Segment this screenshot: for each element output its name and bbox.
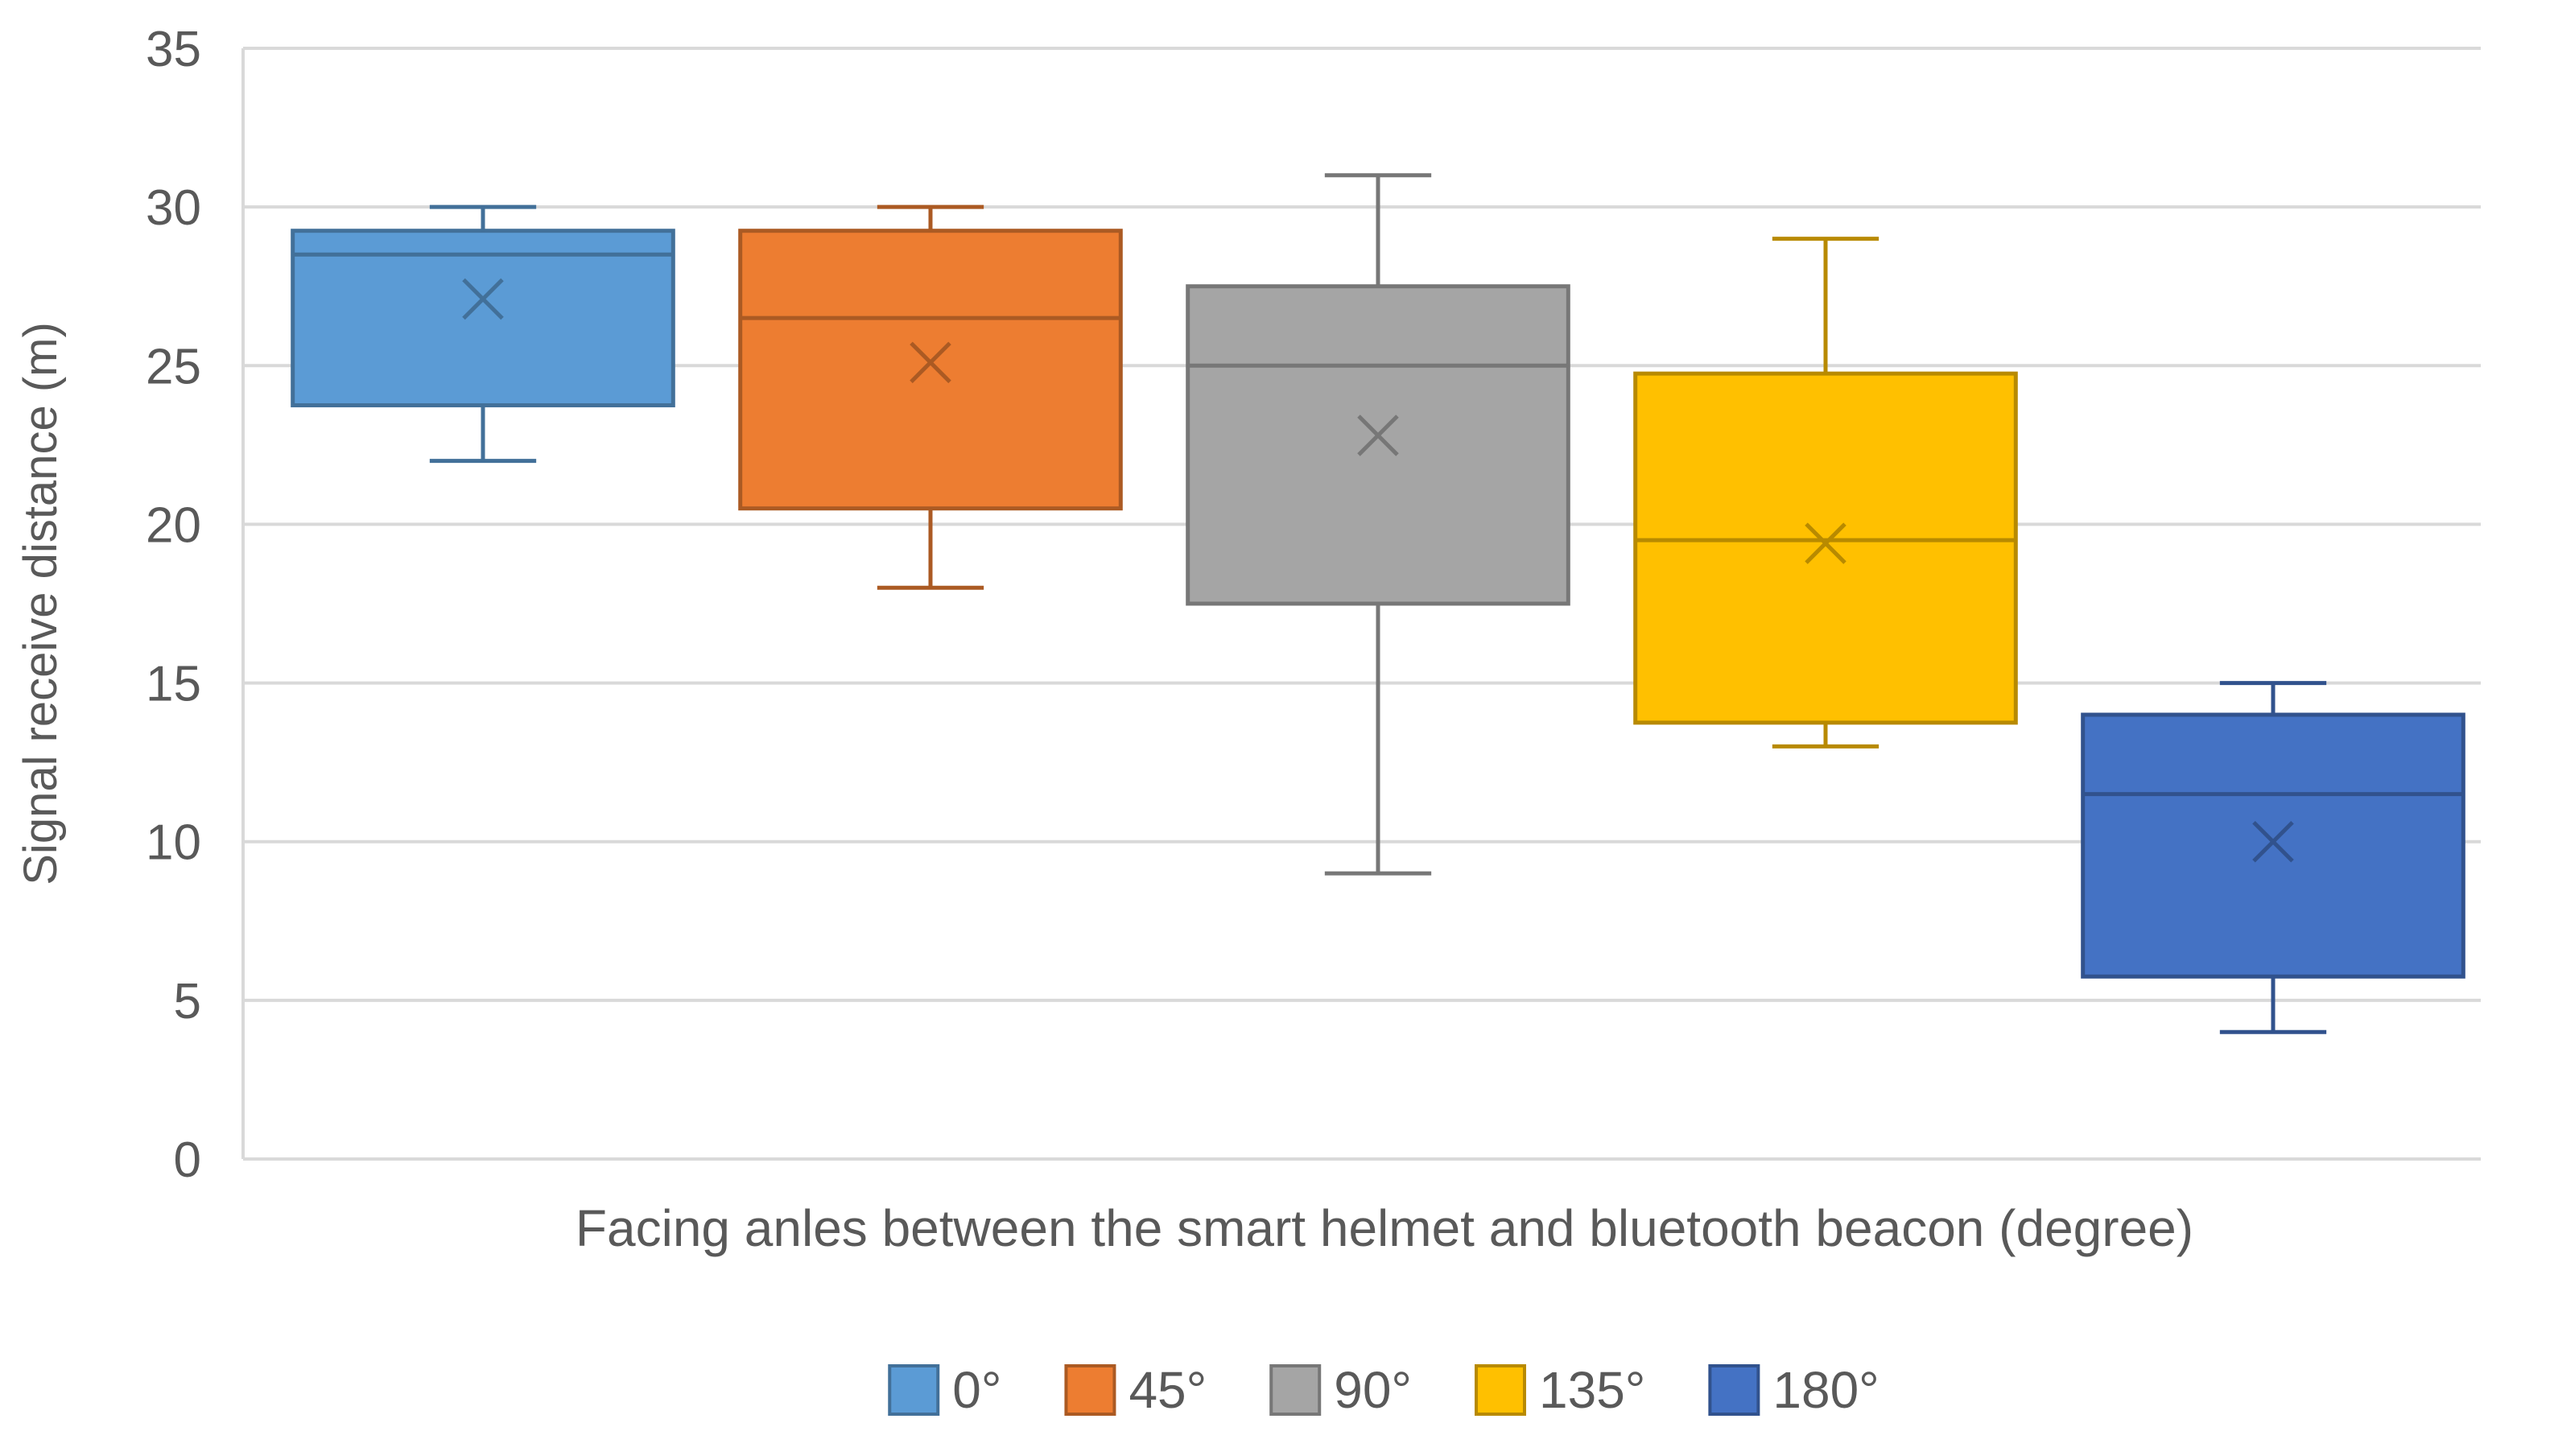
box-5	[2081, 681, 2465, 1034]
iqr-box	[2081, 712, 2465, 979]
box-4	[1633, 237, 2018, 749]
boxes	[291, 173, 2465, 1034]
y-tick-label-15: 15	[146, 657, 201, 712]
mean-marker-b	[1805, 522, 1846, 564]
y-tick-label-25: 25	[146, 339, 201, 394]
y-tick-label-30: 30	[146, 180, 201, 236]
y-tick-label-0: 0	[174, 1132, 201, 1188]
iqr-box	[1186, 284, 1570, 606]
legend-swatch	[1269, 1364, 1322, 1416]
box-2	[738, 204, 1123, 590]
legend-label: 0°	[952, 1361, 1001, 1419]
y-tick-label-10: 10	[146, 815, 201, 871]
legend-swatch	[888, 1364, 940, 1416]
legend-item-5: 180°	[1708, 1361, 1879, 1419]
box-1	[291, 204, 675, 464]
axes: 0 5 10 15 20 25 30 35	[146, 22, 2481, 1188]
y-tick-label-5: 5	[174, 974, 201, 1029]
legend-label: 180°	[1772, 1361, 1879, 1419]
legend-item-2: 45°	[1064, 1361, 1207, 1419]
iqr-box	[291, 229, 675, 408]
mean-marker-b	[2252, 820, 2294, 863]
legend-label: 45°	[1129, 1361, 1207, 1419]
box-3	[1186, 173, 1570, 876]
legend-item-4: 135°	[1475, 1361, 1645, 1419]
legend: 0° 45° 90° 135° 180°	[888, 1361, 1879, 1419]
legend-label: 90°	[1334, 1361, 1412, 1419]
mean-marker-b	[910, 341, 951, 384]
iqr-box	[1633, 371, 2018, 725]
legend-swatch	[1064, 1364, 1116, 1416]
legend-label: 135°	[1539, 1361, 1645, 1419]
y-axis-title: Signal receive distance (m)	[14, 322, 67, 885]
mean-marker-b	[462, 278, 504, 320]
legend-item-1: 0°	[888, 1361, 1001, 1419]
mean-marker-b	[1357, 415, 1399, 456]
y-tick-label-35: 35	[146, 22, 201, 77]
y-tick-label-20: 20	[146, 497, 201, 553]
iqr-box	[738, 229, 1123, 511]
x-axis-title: Facing anles between the smart helmet an…	[576, 1199, 2193, 1257]
legend-item-3: 90°	[1269, 1361, 1412, 1419]
legend-swatch	[1475, 1364, 1526, 1416]
legend-swatch	[1708, 1364, 1760, 1416]
